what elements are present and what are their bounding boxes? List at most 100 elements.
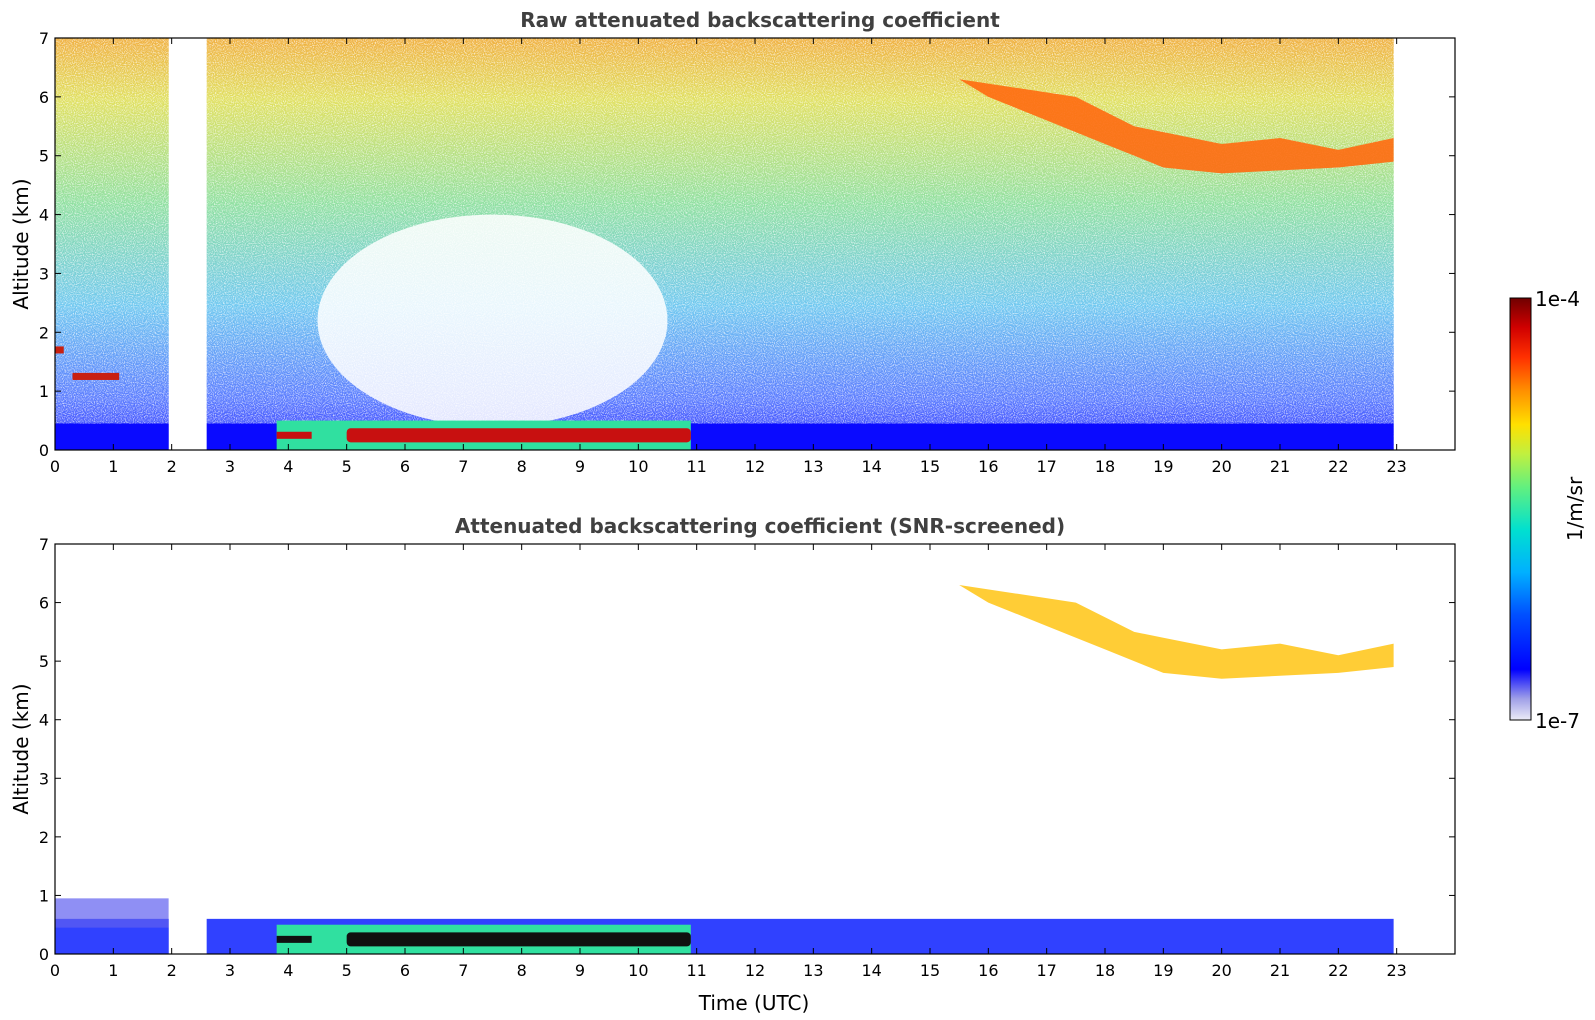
y-tick-label: 3 (39, 264, 49, 283)
low-cloud (55, 346, 64, 354)
fog-layer (346, 932, 691, 947)
x-tick-label: 22 (1328, 961, 1348, 980)
boundary-layer (55, 423, 1394, 450)
x-tick-label: 7 (458, 457, 468, 476)
screened-panel-title: Attenuated backscattering coefficient (S… (455, 514, 1065, 538)
x-tick-label: 10 (628, 457, 648, 476)
x-tick-label: 13 (803, 457, 823, 476)
screened-backscatter-panel: Attenuated backscattering coefficient (S… (9, 514, 1456, 1015)
x-tick-label: 16 (978, 457, 998, 476)
screened-heatmap-image (55, 544, 1455, 954)
y-tick-label: 2 (39, 323, 49, 342)
y-tick-label: 7 (39, 535, 49, 554)
x-tick-label: 2 (167, 961, 177, 980)
y-tick-label: 3 (39, 769, 49, 788)
x-tick-label: 14 (861, 457, 881, 476)
x-tick-label: 4 (283, 457, 293, 476)
raw-backscatter-panel: Raw attenuated backscattering coefficien… (9, 8, 1456, 476)
x-tick-label: 19 (1153, 961, 1173, 980)
y-tick-label: 4 (39, 711, 49, 730)
raw-heatmap-image (55, 38, 1455, 450)
y-tick-label: 1 (39, 382, 49, 401)
x-tick-label: 9 (575, 961, 585, 980)
x-tick-label: 0 (50, 457, 60, 476)
x-tick-label: 12 (745, 961, 765, 980)
x-tick-label: 21 (1270, 961, 1290, 980)
x-tick-label: 20 (1211, 457, 1231, 476)
x-tick-label: 6 (400, 961, 410, 980)
colorbar-min-label: 1e-7 (1535, 709, 1580, 733)
raw-panel-title: Raw attenuated backscattering coefficien… (520, 8, 1000, 32)
x-tick-label: 3 (225, 457, 235, 476)
x-tick-label: 18 (1095, 961, 1115, 980)
x-tick-label: 17 (1036, 457, 1056, 476)
screened-y-ticks: 0 1 2 3 4 5 6 7 (39, 535, 1455, 964)
x-tick-label: 8 (517, 961, 527, 980)
x-tick-label: 4 (283, 961, 293, 980)
x-tick-label: 15 (920, 457, 940, 476)
x-tick-label: 14 (861, 961, 881, 980)
x-tick-label: 23 (1386, 457, 1406, 476)
y-tick-label: 6 (39, 88, 49, 107)
x-tick-label: 6 (400, 457, 410, 476)
x-tick-label: 23 (1386, 961, 1406, 980)
raw-clear-region (317, 214, 668, 427)
y-tick-label: 5 (39, 652, 49, 671)
y-tick-label: 1 (39, 886, 49, 905)
raw-y-axis-label: Altitude (km) (9, 178, 33, 309)
fog-layer-start (276, 431, 312, 439)
x-tick-label: 19 (1153, 457, 1173, 476)
screened-x-ticks: 0 1 2 3 4 5 6 7 8 9 10 11 12 13 14 15 16 17 18 19 20 21 22 23 (50, 544, 1407, 980)
raw-y-ticks: 0 1 2 3 4 5 6 7 (39, 29, 1455, 460)
y-tick-label: 5 (39, 147, 49, 166)
x-tick-label: 2 (167, 457, 177, 476)
y-tick-label: 0 (39, 945, 49, 964)
colorbar-unit-label: 1/m/sr (1563, 476, 1587, 541)
x-tick-label: 20 (1211, 961, 1231, 980)
x-tick-label: 9 (575, 457, 585, 476)
x-tick-label: 10 (628, 961, 648, 980)
x-tick-label: 3 (225, 961, 235, 980)
y-tick-label: 4 (39, 206, 49, 225)
fog-layer-start (276, 935, 312, 943)
low-cloud (72, 372, 120, 380)
boundary-layer (55, 918, 1394, 954)
y-tick-label: 6 (39, 594, 49, 613)
x-tick-label: 15 (920, 961, 940, 980)
x-tick-label: 7 (458, 961, 468, 980)
boundary-layer-upper (55, 898, 169, 928)
screened-plot-frame (54, 543, 1456, 955)
x-tick-label: 11 (686, 961, 706, 980)
y-tick-label: 0 (39, 441, 49, 460)
colorbar: 1e-4 1e-7 1/m/sr (1509, 287, 1587, 733)
x-tick-label: 8 (517, 457, 527, 476)
x-tick-label: 1 (108, 457, 118, 476)
x-tick-label: 13 (803, 961, 823, 980)
x-tick-label: 17 (1036, 961, 1056, 980)
x-tick-label: 16 (978, 961, 998, 980)
raw-noise-field (55, 38, 1455, 450)
data-gap (168, 544, 207, 954)
cirrus-cloud (959, 79, 1394, 174)
screened-x-axis-label: Time (UTC) (698, 991, 810, 1015)
data-gap (1393, 38, 1455, 450)
data-gap (168, 38, 207, 450)
fog-layer (346, 428, 691, 443)
data-gap (1393, 544, 1455, 954)
colorbar-max-label: 1e-4 (1535, 287, 1580, 311)
x-tick-label: 5 (342, 457, 352, 476)
colorbar-gradient (1509, 297, 1532, 721)
raw-x-ticks: 0 1 2 3 4 5 6 7 8 9 10 11 12 13 14 15 16 17 18 19 20 21 22 23 (50, 38, 1407, 476)
x-tick-label: 22 (1328, 457, 1348, 476)
x-tick-label: 0 (50, 961, 60, 980)
x-tick-label: 5 (342, 961, 352, 980)
y-tick-label: 7 (39, 29, 49, 48)
cirrus-cloud (959, 585, 1394, 679)
x-tick-label: 1 (108, 961, 118, 980)
y-tick-label: 2 (39, 828, 49, 847)
screened-y-axis-label: Altitude (km) (9, 683, 33, 814)
x-tick-label: 11 (686, 457, 706, 476)
x-tick-label: 18 (1095, 457, 1115, 476)
x-tick-label: 12 (745, 457, 765, 476)
